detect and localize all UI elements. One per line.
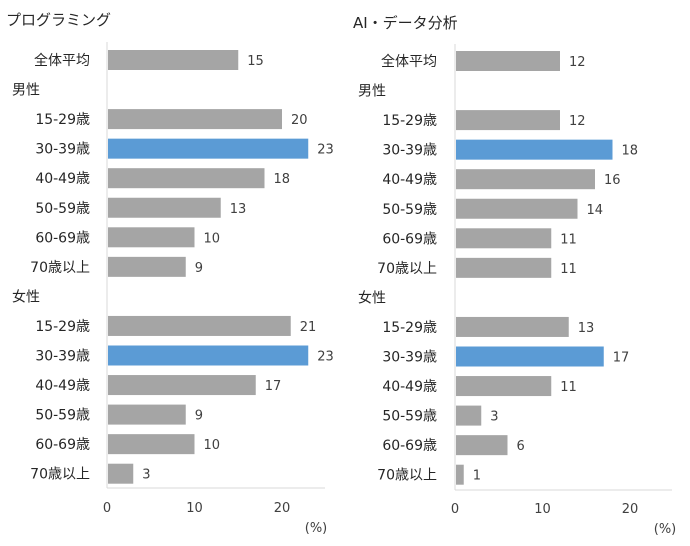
bar [108,463,134,484]
category-label: 40-49歳 [35,171,90,187]
data-label: 17 [613,351,630,366]
x-axis-unit-label: (%) [305,521,328,536]
bar [456,405,482,426]
data-label: 21 [300,320,317,335]
category-label: 70歳以上 [30,260,90,276]
bar [456,198,578,219]
category-label: 30-39歳 [35,142,90,158]
category-label: 40-49歳 [35,378,90,394]
data-label: 20 [291,113,308,128]
category-label: 60-69歳 [35,230,90,246]
category-label: 40-49歳 [382,379,437,395]
bar [456,376,552,397]
bar [456,51,560,71]
category-label: 50-59歳 [35,408,90,424]
category-label: 50-59歳 [382,202,437,218]
chart-title: AI・データ分析 [353,14,458,32]
bar [108,109,282,130]
bar [108,404,186,425]
data-label: 13 [230,202,247,217]
category-label: 50-59歳 [35,201,90,217]
group-label: 男性 [12,83,40,99]
bar-highlight [456,346,604,367]
bar [108,434,195,455]
group-label: 女性 [358,289,386,306]
category-label: 60-69歳 [382,231,437,247]
data-label: 3 [490,410,498,425]
bar [456,435,508,456]
category-label: 60-69歳 [382,438,437,454]
bar-highlight [456,139,613,160]
category-label: 全体平均 [34,52,90,69]
category-label: 全体平均 [381,53,437,70]
category-label: 50-59歳 [382,409,437,425]
category-label: 15-29歳 [35,112,90,128]
bar [108,375,256,396]
data-label: 11 [560,262,577,277]
data-label: 23 [317,350,334,365]
x-tick-label: 10 [186,501,203,516]
category-label: 40-49歳 [382,172,437,188]
data-label: 11 [560,380,577,395]
group-label: 男性 [358,84,386,100]
category-label: 60-69歳 [35,437,90,453]
data-label: 10 [204,438,221,453]
data-label: 6 [517,439,525,454]
data-label: 12 [569,114,586,129]
data-label: 11 [560,232,577,247]
category-label: 30-39歳 [35,349,90,365]
x-tick-label: 0 [103,501,111,516]
bar [456,228,552,249]
bar [108,50,239,70]
data-label: 9 [195,261,203,276]
bar [456,464,464,485]
bar [456,257,552,278]
category-label: 15-29歳 [382,320,437,336]
bar [456,169,595,190]
bar [108,227,195,248]
data-label: 23 [317,143,334,158]
bar-highlight [108,138,309,159]
data-label: 15 [247,54,264,69]
x-tick-label: 20 [622,502,639,517]
category-label: 15-29歳 [382,113,437,129]
data-label: 18 [622,144,639,159]
data-label: 1 [473,469,481,484]
x-tick-label: 20 [274,501,291,516]
data-label: 9 [195,409,203,424]
bar [108,197,221,218]
x-tick-label: 0 [451,502,459,517]
bar [456,110,560,131]
data-label: 18 [274,172,291,187]
x-tick-label: 10 [534,502,551,517]
data-label: 12 [569,55,586,70]
chart-ai-data-analysis: AI・データ分析 0 10 20 (%) 全体平均 12 男性 15-29歳 12 30-39歳 1… [345,0,690,546]
data-label: 13 [578,321,595,336]
chart-programming: プログラミング 0 10 20 (%) 全体平均 15 男性 15-29歳 20 30-39歳 23… [6,11,334,536]
bar [108,256,186,277]
category-label: 70歳以上 [30,467,90,483]
x-axis-unit-label: (%) [654,522,677,537]
chart-title: プログラミング [6,11,112,29]
category-label: 70歳以上 [377,468,437,484]
data-label: 17 [265,379,282,394]
bar [108,168,265,189]
category-label: 30-39歳 [382,143,437,159]
data-label: 14 [587,203,604,218]
chart-programming-plot: 0 10 20 (%) 全体平均 15 男性 15-29歳 20 30-39歳 23 40-49歳 18… [12,42,334,536]
data-label: 3 [142,468,150,483]
category-label: 70歳以上 [377,261,437,277]
bar-highlight [108,345,309,366]
bar [456,316,569,337]
data-label: 16 [604,173,621,188]
bar [108,315,291,336]
data-label: 10 [204,231,221,246]
group-label: 女性 [12,288,40,305]
category-label: 15-29歳 [35,319,90,335]
category-label: 30-39歳 [382,350,437,366]
